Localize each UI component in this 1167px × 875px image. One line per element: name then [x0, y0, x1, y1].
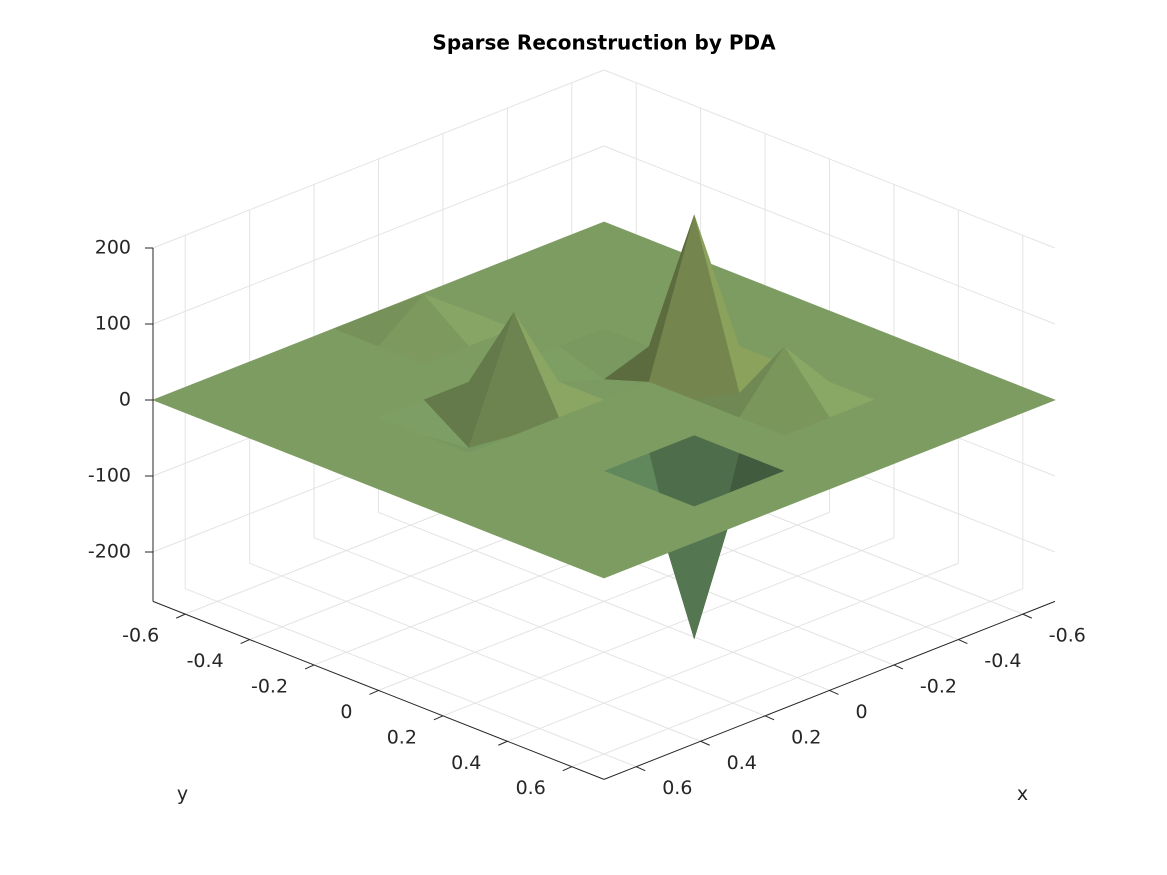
tick-mark [893, 664, 904, 670]
x-tick-label: 0 [856, 701, 868, 723]
x-tick-label: 0.2 [791, 726, 821, 748]
grid-line [152, 69, 605, 249]
y-tick-label: 0 [340, 701, 352, 723]
z-tick-label: -100 [88, 465, 131, 487]
tick-mark [958, 639, 968, 644]
x-tick-label: -0.6 [1049, 625, 1086, 647]
chart-title: Sparse Reconstruction by PDA [432, 31, 776, 55]
z-tick-label: 200 [95, 237, 131, 259]
y-axis-label: y [177, 783, 188, 805]
grid-line [378, 511, 830, 691]
x-tick-label: -0.4 [984, 650, 1021, 672]
grid-line [603, 69, 1056, 249]
tick-mark [304, 664, 315, 670]
x-tick-label: 0.4 [727, 752, 757, 774]
y-tick-label: -0.6 [122, 625, 159, 647]
tick-mark [764, 715, 775, 721]
x-axis-label: x [1017, 783, 1028, 805]
tick-mark [636, 766, 646, 772]
surface-face [558, 542, 650, 579]
grid-line [152, 145, 605, 325]
y-tick-label: -0.4 [187, 650, 224, 672]
tick-mark [176, 613, 186, 619]
tick-mark [1022, 613, 1032, 619]
tick-mark [498, 740, 508, 746]
y-tick-label: 0.6 [516, 777, 546, 799]
grid-line [507, 562, 959, 742]
grid-line [442, 537, 895, 717]
tick-mark [433, 715, 444, 721]
tick-mark [829, 689, 839, 695]
tick-mark [700, 740, 710, 746]
y-tick-label: -0.2 [251, 675, 288, 697]
tick-mark [369, 689, 379, 695]
grid-line [571, 588, 1023, 768]
y-tick-label: 0.2 [387, 726, 417, 748]
z-tick-label: 0 [119, 389, 131, 411]
z-tick-label: 100 [95, 313, 131, 335]
tick-mark [562, 766, 572, 772]
tick-mark [240, 639, 250, 644]
x-tick-label: -0.2 [920, 675, 957, 697]
z-tick-label: -200 [88, 541, 131, 563]
y-tick-label: 0.4 [451, 752, 481, 774]
grid-line [603, 145, 1056, 325]
x-tick-label: 0.6 [662, 777, 692, 799]
